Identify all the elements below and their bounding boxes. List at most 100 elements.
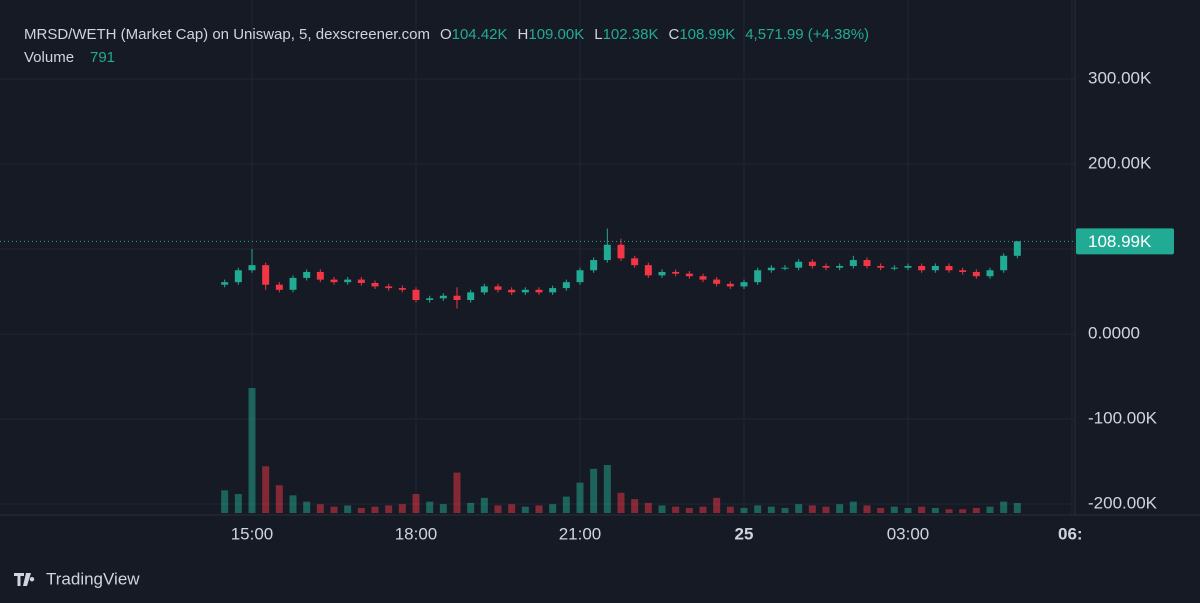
candle-body [685,273,693,277]
volume-bar [262,466,270,513]
candle-body [740,282,748,287]
candle-body [275,284,283,290]
volume-bar [371,506,379,513]
marks [221,228,1021,513]
volume-bar [562,496,570,513]
x-tick-label: 21:00 [559,524,602,543]
candle-body [234,270,242,283]
volume-bar [945,509,953,513]
volume-bar [767,506,775,513]
volume-bar [549,504,557,513]
volume-bar [795,504,803,513]
candle-body [795,261,803,268]
x-tick-label: 25 [735,524,754,543]
volume-bar [521,506,529,513]
volume-bar [877,507,885,513]
candle-body [617,244,625,259]
volume-bar [644,502,652,513]
volume-bar [754,505,762,513]
candle-body [576,270,584,283]
volume-bar [234,494,242,513]
y-tick-label: 0.0000 [1088,323,1140,342]
candle-body [248,265,256,271]
candle-body [316,271,324,280]
candle-body [972,271,980,277]
ohlc-value: 104.42K [452,26,508,43]
volume-bar [808,505,816,513]
grid [0,0,1075,515]
ohlc-legend: O 104.42K H 109.00K L 102.38K C 108.99K 4,571.99… [440,26,869,43]
candle-body [357,279,365,284]
candle-body [822,266,830,268]
candle-body [945,266,953,271]
volume-bar [672,506,680,513]
candle-body [508,289,516,293]
candle-body [590,260,598,271]
candle-body [904,266,912,268]
candle-body [467,292,475,301]
volume-bar [836,504,844,513]
volume-bar [357,507,365,513]
candle-body [808,261,816,267]
volume-bar [576,482,584,513]
candle-body [767,267,775,271]
volume-bar [275,485,283,513]
last-price-box [1076,228,1174,255]
ohlc-value: 108.99K [679,26,735,43]
volume-bar [918,506,926,513]
candle-body [836,266,844,268]
candle-body [713,279,721,284]
chart-title: MRSD/WETH (Market Cap) on Uniswap, 5, de… [24,26,430,43]
candle-body [289,277,297,290]
volume-bar [344,505,352,513]
volume-bar [603,465,611,513]
candle-body [931,266,939,271]
candle-body [398,288,406,290]
candle-body [672,271,680,274]
volume-bar [453,472,461,513]
volume-bar [248,388,256,513]
volume-bar [740,507,748,513]
volume-bar [849,501,857,513]
y-tick-label: 200.00K [1088,153,1152,172]
candle-body [754,270,762,283]
volume-bar [631,499,639,513]
volume-bar [221,490,229,513]
volume-bar [863,505,871,513]
volume-value: 791 [90,49,115,66]
volume-bar [986,506,994,513]
volume-bar [726,506,734,513]
x-tick-label: 06: [1058,524,1083,543]
candle-body [494,286,502,290]
volume-bar [931,507,939,513]
candle-body [262,265,270,285]
ohlc-key: H [518,26,529,43]
volume-bar [494,505,502,513]
y-tick-label: -100.00K [1088,409,1158,428]
brand-name: TradingView [46,569,140,588]
candle-body [699,276,707,280]
candle-body [918,266,926,271]
last-price-label: 108.99K [1088,232,1152,251]
candle-body [412,289,420,301]
volume-bar [972,507,980,513]
volume-bar [330,506,338,513]
candle-body [562,282,570,289]
candle-body [644,265,652,276]
ohlc-key: C [668,26,679,43]
ohlc-key: O [440,26,452,43]
volume-bar [439,504,447,513]
volume-bar [426,501,434,513]
y-tick-label: -200.00K [1088,494,1158,513]
volume-bar [904,507,912,513]
volume-bar [535,505,543,513]
candle-body [549,288,557,293]
candle-body [385,286,393,289]
x-tick-label: 15:00 [231,524,274,543]
ohlc-value: 102.38K [603,26,659,43]
volume-bar [303,501,311,513]
volume-bar [398,504,406,513]
candle-body [726,283,734,287]
candle-body [330,279,338,283]
